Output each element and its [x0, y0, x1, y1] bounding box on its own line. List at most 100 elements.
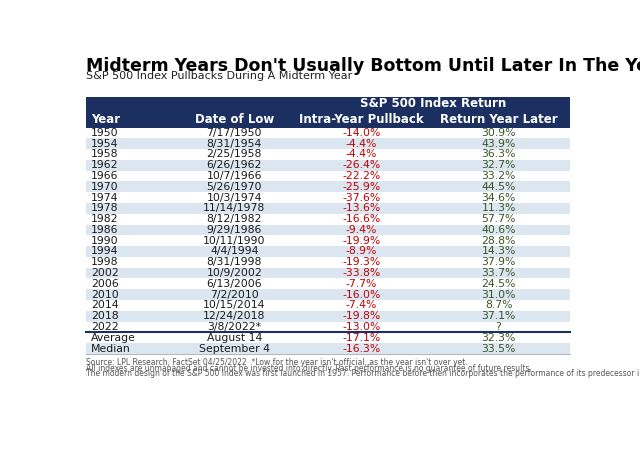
Text: -37.6%: -37.6%: [342, 193, 380, 202]
Text: -16.3%: -16.3%: [342, 343, 380, 353]
Text: 32.3%: 32.3%: [481, 333, 516, 343]
Text: 4/4/1994: 4/4/1994: [210, 246, 259, 256]
Text: 8/31/1954: 8/31/1954: [207, 139, 262, 149]
Text: 34.6%: 34.6%: [481, 193, 516, 202]
Text: 1966: 1966: [91, 171, 118, 181]
Text: 36.3%: 36.3%: [481, 149, 516, 159]
Text: 1954: 1954: [91, 139, 118, 149]
Text: ?: ?: [495, 322, 501, 332]
Text: -7.4%: -7.4%: [346, 300, 377, 310]
Text: -19.8%: -19.8%: [342, 311, 380, 321]
Text: 2006: 2006: [91, 279, 118, 289]
Text: 32.7%: 32.7%: [481, 160, 516, 170]
Bar: [86, 203, 570, 214]
Bar: [86, 257, 570, 268]
Text: 8/12/1982: 8/12/1982: [207, 214, 262, 224]
Text: -16.6%: -16.6%: [342, 214, 380, 224]
Text: 1962: 1962: [91, 160, 118, 170]
Text: 1950: 1950: [91, 128, 118, 138]
Bar: [86, 322, 570, 333]
Text: 2014: 2014: [91, 300, 118, 310]
Text: 40.6%: 40.6%: [481, 225, 516, 235]
Text: 10/9/2002: 10/9/2002: [206, 268, 262, 278]
Text: -13.0%: -13.0%: [342, 322, 381, 332]
Text: Intra-Year Pullback: Intra-Year Pullback: [299, 112, 424, 125]
Text: Date of Low: Date of Low: [195, 112, 274, 125]
Text: 11.3%: 11.3%: [481, 203, 516, 213]
Text: 10/7/1966: 10/7/1966: [207, 171, 262, 181]
Text: September 4: September 4: [199, 343, 269, 353]
Bar: [86, 111, 570, 127]
Text: -26.4%: -26.4%: [342, 160, 380, 170]
Text: 5/26/1970: 5/26/1970: [207, 182, 262, 192]
Text: 1970: 1970: [91, 182, 118, 192]
Text: Year: Year: [91, 112, 120, 125]
Text: -7.7%: -7.7%: [346, 279, 377, 289]
Text: -19.3%: -19.3%: [342, 257, 380, 267]
Text: -22.2%: -22.2%: [342, 171, 380, 181]
Text: 1958: 1958: [91, 149, 118, 159]
Bar: [86, 214, 570, 225]
Text: 28.8%: 28.8%: [481, 236, 516, 246]
Text: 2002: 2002: [91, 268, 118, 278]
Text: S&P 500 Index Pullbacks During A Midterm Year: S&P 500 Index Pullbacks During A Midterm…: [86, 71, 353, 81]
Text: 9/29/1986: 9/29/1986: [207, 225, 262, 235]
Text: 1994: 1994: [91, 246, 118, 256]
Bar: [86, 149, 570, 160]
Text: 14.3%: 14.3%: [481, 246, 516, 256]
Text: 31.0%: 31.0%: [481, 289, 516, 299]
Text: -8.9%: -8.9%: [346, 246, 377, 256]
Text: 33.7%: 33.7%: [481, 268, 516, 278]
Bar: [86, 333, 570, 343]
Text: -4.4%: -4.4%: [346, 139, 377, 149]
Bar: [86, 289, 570, 300]
Bar: [86, 138, 570, 149]
Text: 10/15/2014: 10/15/2014: [203, 300, 266, 310]
Text: 7/17/1950: 7/17/1950: [207, 128, 262, 138]
Bar: [86, 96, 570, 111]
Text: 6/13/2006: 6/13/2006: [207, 279, 262, 289]
Bar: [86, 160, 570, 171]
Bar: [86, 246, 570, 257]
Text: Midterm Years Don't Usually Bottom Until Later In The Year: Midterm Years Don't Usually Bottom Until…: [86, 58, 640, 76]
Bar: [86, 235, 570, 246]
Text: 37.1%: 37.1%: [481, 311, 516, 321]
Text: 1998: 1998: [91, 257, 118, 267]
Text: -17.1%: -17.1%: [342, 333, 380, 343]
Text: -33.8%: -33.8%: [342, 268, 380, 278]
Bar: [86, 300, 570, 311]
Text: -19.9%: -19.9%: [342, 236, 380, 246]
Text: S&P 500 Index Return: S&P 500 Index Return: [360, 97, 506, 110]
Text: August 14: August 14: [207, 333, 262, 343]
Text: 10/11/1990: 10/11/1990: [203, 236, 266, 246]
Text: 12/24/2018: 12/24/2018: [203, 311, 266, 321]
Text: 1982: 1982: [91, 214, 118, 224]
Text: 37.9%: 37.9%: [481, 257, 516, 267]
Text: 11/14/1978: 11/14/1978: [203, 203, 266, 213]
Text: -25.9%: -25.9%: [342, 182, 380, 192]
Bar: [86, 225, 570, 235]
Bar: [86, 181, 570, 192]
Text: 7/2/2010: 7/2/2010: [210, 289, 259, 299]
Text: The modern design of the S&P 500 Index was first launched in 1957. Performance b: The modern design of the S&P 500 Index w…: [86, 369, 640, 378]
Text: 2010: 2010: [91, 289, 118, 299]
Text: 33.5%: 33.5%: [481, 343, 516, 353]
Text: -4.4%: -4.4%: [346, 149, 377, 159]
Text: 44.5%: 44.5%: [481, 182, 516, 192]
Bar: [86, 279, 570, 289]
Text: -16.0%: -16.0%: [342, 289, 381, 299]
Bar: [86, 343, 570, 354]
Text: 2/25/1958: 2/25/1958: [207, 149, 262, 159]
Bar: [86, 127, 570, 138]
Text: 24.5%: 24.5%: [481, 279, 516, 289]
Text: Source: LPL Research, FactSet 04/25/2022  *Low for the year isn't official, as t: Source: LPL Research, FactSet 04/25/2022…: [86, 358, 468, 367]
Text: 43.9%: 43.9%: [481, 139, 516, 149]
Text: 1990: 1990: [91, 236, 118, 246]
Bar: [86, 268, 570, 279]
Text: 8/31/1998: 8/31/1998: [207, 257, 262, 267]
Text: 2018: 2018: [91, 311, 118, 321]
Bar: [86, 171, 570, 181]
Text: -9.4%: -9.4%: [346, 225, 377, 235]
Text: 1978: 1978: [91, 203, 118, 213]
Text: 33.2%: 33.2%: [481, 171, 516, 181]
